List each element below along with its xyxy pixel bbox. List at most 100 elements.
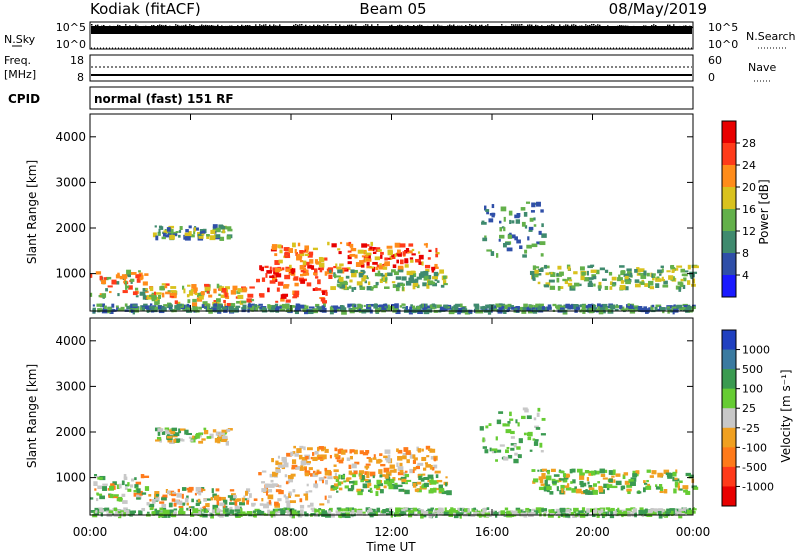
echo-cell <box>170 290 177 293</box>
echo-cell <box>504 241 510 246</box>
noise-speck <box>439 25 441 27</box>
echo-cell <box>524 408 529 413</box>
echo-cell <box>571 468 576 473</box>
noise-speck <box>327 24 329 26</box>
echo-cell <box>372 251 377 255</box>
echo-cell <box>133 307 139 313</box>
echo-cell <box>357 249 364 254</box>
noise-speck <box>521 24 523 26</box>
echo-cell <box>433 464 438 469</box>
noise-speck <box>445 26 447 29</box>
noise-speck <box>523 25 525 28</box>
noise-speck <box>297 24 299 27</box>
echo-cell <box>391 281 396 284</box>
echo-cell <box>608 478 613 483</box>
noise-speck <box>119 25 121 27</box>
echo-cell <box>406 459 410 464</box>
echo-cell <box>288 248 294 254</box>
echo-cell <box>283 285 289 289</box>
echo-cell <box>155 496 160 501</box>
noise-speck <box>499 26 501 29</box>
echo-cell <box>125 285 128 290</box>
echo-cell <box>382 276 385 282</box>
echo-cell <box>302 308 307 312</box>
echo-cell <box>131 478 135 482</box>
echo-cell <box>374 256 381 261</box>
echo-cell <box>367 489 371 492</box>
echo-cell <box>139 490 143 496</box>
noise-speck <box>371 24 373 26</box>
echo-cell <box>581 507 586 512</box>
noise-speck <box>163 25 165 27</box>
echo-cell <box>671 510 674 515</box>
noise-speck <box>485 25 487 27</box>
echo-cell <box>312 288 316 291</box>
echo-cell <box>242 287 248 292</box>
echo-cell <box>167 513 171 518</box>
echo-cell <box>334 453 339 458</box>
echo-cell <box>300 509 304 514</box>
echo-cell <box>550 272 553 275</box>
echo-cell <box>491 511 495 517</box>
echo-cell <box>296 256 302 261</box>
echo-cell <box>130 303 134 308</box>
noise-speck <box>511 24 513 26</box>
echo-cell <box>299 445 304 449</box>
echo-cell <box>127 482 130 487</box>
echo-cell <box>534 269 539 274</box>
echo-cell <box>398 488 405 492</box>
echo-cell <box>292 290 296 296</box>
echo-cell <box>94 507 99 512</box>
echo-cell <box>275 307 280 312</box>
echo-cell <box>304 472 310 477</box>
echo-cell <box>602 477 608 480</box>
noise-speck <box>561 26 563 29</box>
noise-speck <box>159 24 161 26</box>
echo-cell <box>539 304 543 308</box>
noise-speck <box>261 25 263 27</box>
echo-cell <box>510 436 515 439</box>
echo-cell <box>420 271 423 276</box>
echo-cell <box>130 510 135 515</box>
echo-cell <box>287 475 294 479</box>
echo-cell <box>572 513 578 519</box>
colorbar-segment <box>722 330 736 351</box>
echo-cell <box>401 303 406 306</box>
echo-cell <box>294 494 300 497</box>
echo-cell <box>173 502 177 507</box>
echo-cell <box>149 498 152 502</box>
echo-cell <box>587 491 594 495</box>
echo-cell <box>382 303 388 307</box>
echo-cell <box>343 508 349 512</box>
echo-cell <box>521 221 526 227</box>
echo-cell <box>330 305 336 309</box>
noise-speck <box>425 26 427 29</box>
noise-speck <box>329 26 331 29</box>
echo-cell <box>236 498 241 502</box>
colorbar-tick-label: 16 <box>742 203 756 216</box>
echo-cell <box>96 493 103 496</box>
echo-cell <box>112 481 117 486</box>
noise-speck <box>457 25 459 28</box>
echo-cell <box>379 489 384 494</box>
noise-speck <box>513 24 515 26</box>
echo-cell <box>533 510 539 515</box>
echo-cell <box>221 288 227 293</box>
echo-cell <box>243 495 246 498</box>
echo-cell <box>194 492 197 496</box>
echo-cell <box>654 508 660 513</box>
noise-speck <box>509 26 511 29</box>
echo-cell <box>261 307 266 310</box>
nave-tick-bottom: 0 <box>708 71 715 84</box>
echo-cell <box>559 307 565 310</box>
noise-speck <box>363 25 365 27</box>
echo-cell <box>389 507 393 512</box>
echo-cell <box>212 307 217 312</box>
noise-speck <box>567 24 569 27</box>
echo-cell <box>99 275 103 281</box>
echo-cell <box>149 306 155 309</box>
echo-cell <box>354 461 360 465</box>
echo-cell <box>514 308 518 311</box>
echo-cell <box>322 303 326 308</box>
echo-cell <box>163 304 169 307</box>
